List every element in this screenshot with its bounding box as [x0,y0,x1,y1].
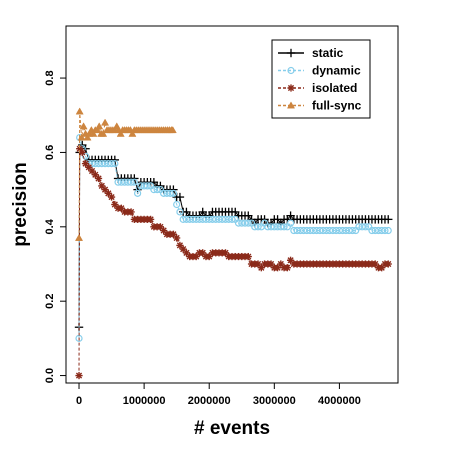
x-tick-label: 0 [76,395,82,407]
data-point-isolated [244,252,252,261]
data-point-dynamic [361,223,370,231]
data-point-dynamic [228,215,236,223]
legend: static dynamic isolated full-sync [271,39,371,119]
y-tick-label: 0.0 [44,368,56,383]
series-static [74,140,393,332]
data-point-isolated [78,148,86,157]
data-point-dynamic [107,159,116,168]
legend-entry-full-sync: full-sync [278,99,362,113]
x-axis-title: # events [194,418,270,439]
data-point-full-sync [93,126,102,134]
data-point-dynamic [173,200,181,209]
data-point-dynamic [134,189,142,197]
legend-label: dynamic [312,64,361,78]
series-full-sync [74,107,177,241]
y-axis: 0.0 0.2 0.4 0.6 0.8 [44,70,66,383]
y-tick-label: 0.6 [44,145,56,160]
y-tick-label: 0.8 [44,70,56,85]
data-point-static [175,192,185,202]
data-point-dynamic [280,223,288,231]
legend-marker [287,66,295,75]
data-point-isolated [94,174,103,183]
data-point-isolated [283,264,291,272]
legend-marker [286,48,296,58]
data-point-dynamic [176,208,184,216]
legend-entry-dynamic: dynamic [278,64,361,78]
y-tick-label: 0.2 [44,294,56,309]
data-point-dynamic [166,189,174,197]
legend-label: isolated [312,81,357,95]
data-point-isolated [173,234,181,242]
data-point-full-sync [99,129,108,137]
data-point-full-sync [168,126,177,134]
y-axis-title: precision [10,162,31,246]
data-point-dynamic [286,219,295,227]
data-point-dynamic [130,178,138,186]
data-point-isolated [147,215,155,223]
data-point-full-sync [101,118,110,126]
data-point-isolated [176,241,184,250]
plot-frame [65,25,399,384]
data-point-dynamic [169,189,178,197]
data-point-full-sync [95,122,104,130]
data-point-isolated [107,193,116,201]
data-point-full-sync [128,129,137,137]
data-point-full-sync [83,133,92,141]
y-tick-label: 0.4 [44,218,56,234]
data-point-isolated [199,249,207,257]
data-point-dynamic [348,226,357,235]
series-isolated [75,145,392,380]
legend-entry-static: static [278,46,344,60]
legend-marker [286,101,296,109]
legend-label: full-sync [312,99,362,113]
data-point-dynamic [143,182,151,190]
data-point-isolated [75,371,83,380]
x-axis: 0 1000000 2000000 3000000 4000000 [76,383,361,407]
data-point-static [384,215,393,224]
data-point-full-sync [116,129,125,137]
data-point-dynamic [153,186,161,194]
data-point-dynamic [254,223,262,231]
x-tick-label: 4000000 [318,395,361,407]
series-dynamic [75,133,392,342]
data-point-dynamic [81,152,90,160]
data-point-isolated [88,167,96,175]
data-point-full-sync [75,107,84,115]
data-point-dynamic [381,226,389,235]
legend-label: static [312,46,344,60]
data-point-full-sync [77,133,86,141]
x-tick-label: 1000000 [123,395,166,407]
data-point-dynamic [127,178,135,186]
data-point-dynamic [384,226,392,235]
data-point-dynamic [244,219,252,227]
data-point-full-sync [89,129,98,137]
x-tick-label: 3000000 [253,395,296,407]
data-point-full-sync [74,233,84,241]
legend-marker [287,84,295,92]
data-point-isolated [127,208,135,216]
legend-entry-isolated: isolated [278,81,357,95]
x-tick-label: 2000000 [188,395,231,407]
data-point-isolated [384,260,392,268]
data-point-full-sync [79,122,88,130]
series-layer [74,107,393,380]
data-point-dynamic [111,159,119,168]
